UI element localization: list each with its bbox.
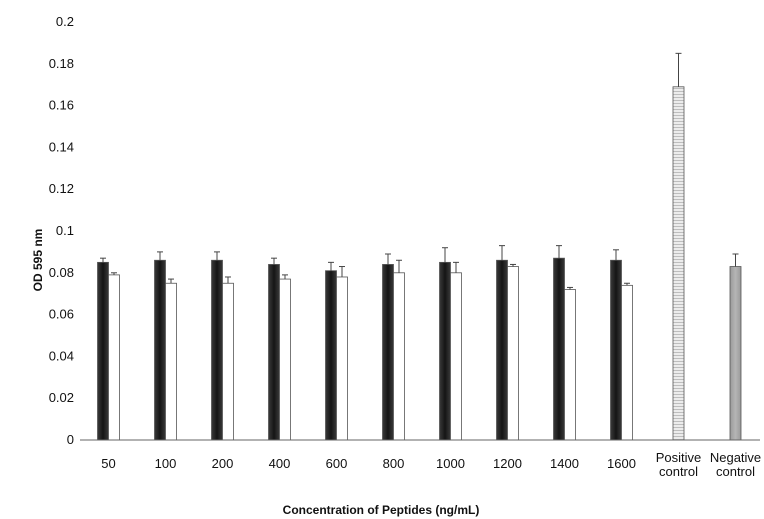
y-tick-label: 0.04 [49, 348, 74, 363]
bar-series-2 [108, 274, 120, 441]
x-tick-label-line: 50 [101, 456, 115, 471]
bar-series-2 [507, 266, 519, 441]
y-tick-label: 0.14 [49, 139, 74, 154]
x-tick-label: 800 [383, 456, 405, 471]
bar-series-1 [496, 259, 508, 441]
x-tick-label-line: 1000 [436, 456, 465, 471]
x-tick-label: 400 [269, 456, 291, 471]
bar-series-1 [211, 259, 223, 441]
x-tick-label-line: 1200 [493, 456, 522, 471]
bar-series-1 [268, 264, 280, 441]
bar-series-1 [439, 261, 451, 441]
y-tick-label: 0.16 [49, 98, 74, 113]
x-tick-label-line: 200 [212, 456, 234, 471]
bar-series-4 [729, 266, 742, 441]
x-tick-label-line: control [659, 464, 698, 479]
bar-series-1 [610, 259, 622, 441]
y-tick-label: 0 [67, 432, 74, 447]
x-tick-label-line: control [716, 464, 755, 479]
y-axis-ticks: 0 0.02 0.04 0.06 0.08 0.1 0.12 0.14 0.16 0.18 0.2 [49, 14, 74, 447]
bar-series-1 [97, 261, 109, 441]
x-axis-ticks: 50 100 200 400 600 800 1000 1200 1400 1600 Positiv… [101, 450, 761, 479]
bar-series-2 [393, 272, 405, 441]
bar-series-2 [336, 276, 348, 441]
bar-series-2 [165, 282, 177, 441]
y-tick-label: 0.06 [49, 307, 74, 322]
x-tick-label-line: 800 [383, 456, 405, 471]
x-tick-label: 1000 [436, 456, 465, 471]
bars [97, 52, 742, 441]
bar-series-2 [279, 278, 291, 441]
bar-series-2 [222, 282, 234, 441]
y-tick-label: 0.02 [49, 390, 74, 405]
x-tick-label-line: Negative [710, 450, 761, 465]
bar-series-2 [450, 272, 462, 441]
y-tick-label: 0.1 [56, 223, 74, 238]
bar-series-1 [325, 270, 337, 441]
bar-series-2 [564, 289, 576, 441]
bar-series-2 [621, 284, 633, 441]
y-tick-label: 0.08 [49, 265, 74, 280]
x-tick-label-line: 600 [326, 456, 348, 471]
x-tick-label-line: 100 [155, 456, 177, 471]
x-axis-title: Concentration of Peptides (ng/mL) [283, 503, 480, 517]
bar-series-3 [672, 86, 685, 441]
x-tick-label: 600 [326, 456, 348, 471]
x-tick-label: Negative control [710, 450, 761, 479]
x-tick-label: 200 [212, 456, 234, 471]
bar-series-1 [553, 257, 565, 441]
y-tick-label: 0.12 [49, 181, 74, 196]
y-tick-label: 0.18 [49, 56, 74, 71]
x-tick-label-line: 400 [269, 456, 291, 471]
x-tick-label-line: 1400 [550, 456, 579, 471]
y-tick-label: 0.2 [56, 14, 74, 29]
x-tick-label: 1400 [550, 456, 579, 471]
y-axis-title: OD 595 nm [31, 229, 45, 292]
x-tick-label-line: 1600 [607, 456, 636, 471]
x-tick-label: 1200 [493, 456, 522, 471]
x-tick-label: 1600 [607, 456, 636, 471]
x-tick-label: 100 [155, 456, 177, 471]
x-tick-label: 50 [101, 456, 115, 471]
x-tick-label: Positive control [656, 450, 702, 479]
x-tick-label-line: Positive [656, 450, 702, 465]
bar-series-1 [154, 259, 166, 441]
bar-series-1 [382, 264, 394, 441]
